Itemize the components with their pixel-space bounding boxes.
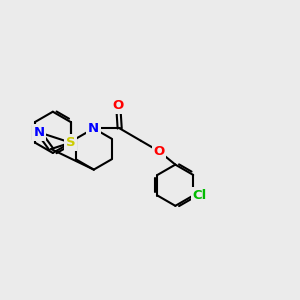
Text: O: O <box>154 145 165 158</box>
Text: N: N <box>88 122 99 135</box>
Text: N: N <box>33 126 44 139</box>
Text: Cl: Cl <box>193 189 207 202</box>
Text: S: S <box>66 136 76 149</box>
Text: O: O <box>112 99 124 112</box>
